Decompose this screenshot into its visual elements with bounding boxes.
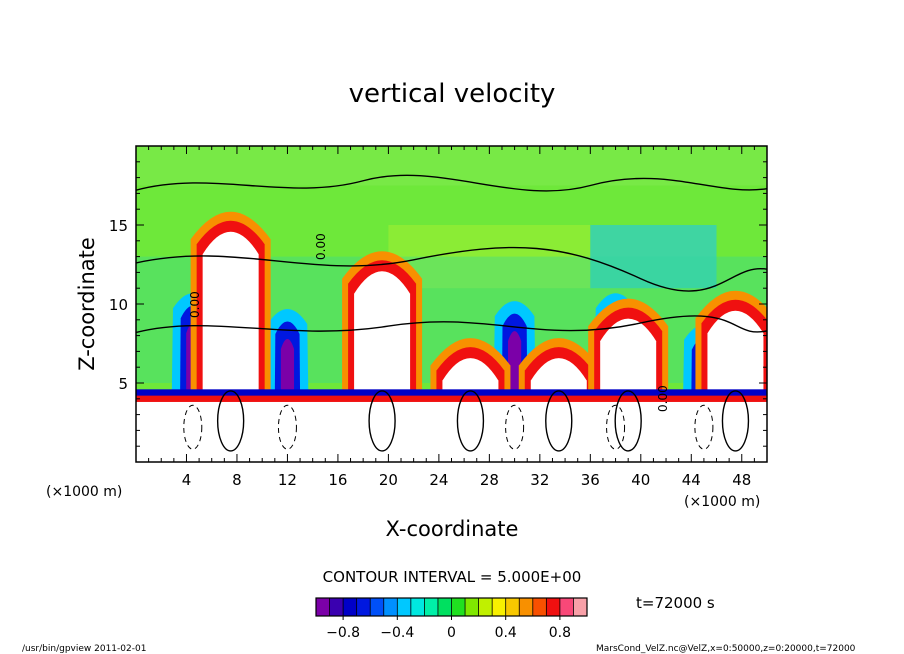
footer-right: MarsCond_VelZ.nc@VelZ,x=0:50000,z=0:2000… xyxy=(596,644,856,654)
colorbar-swatch xyxy=(451,598,466,616)
x-tick-label: 16 xyxy=(328,471,347,489)
lower-layer-core xyxy=(136,401,767,462)
contour-interval-text: CONTOUR INTERVAL = 5.000E+00 xyxy=(323,568,582,586)
y-axis-unit: (×1000 m) xyxy=(46,484,122,500)
colorbar-swatch xyxy=(424,598,439,616)
x-tick-label: 36 xyxy=(581,471,600,489)
colorbar-swatch xyxy=(573,598,588,616)
contour-lines xyxy=(136,174,767,452)
footer-left: /usr/bin/gpview 2011-02-01 xyxy=(22,644,146,654)
field-band xyxy=(388,225,591,289)
colorbar-swatch xyxy=(397,598,412,616)
y-tick-label: 5 xyxy=(118,375,128,393)
colorbar-tick-label: −0.8 xyxy=(326,625,360,641)
colorbar-swatch xyxy=(478,598,493,616)
colorbar-swatch xyxy=(437,598,452,616)
colorbar-swatch xyxy=(505,598,520,616)
contour-negative xyxy=(694,404,714,450)
colorbar-swatch xyxy=(559,598,574,616)
colorbar-swatch xyxy=(356,598,371,616)
plot-area xyxy=(136,146,767,462)
colorbar-swatch xyxy=(329,598,344,616)
contour-negative xyxy=(606,404,626,450)
contour-positive xyxy=(614,390,642,452)
time-label: t=72000 s xyxy=(636,594,715,612)
y-axis-label: Z-coordinate xyxy=(75,237,99,371)
contour-positive xyxy=(216,390,245,452)
x-tick-label: 28 xyxy=(480,471,499,489)
x-tick-label: 44 xyxy=(682,471,701,489)
colorbar-swatch xyxy=(410,598,425,616)
colorbar-swatch xyxy=(383,598,398,616)
colorbar-swatch xyxy=(316,598,330,616)
colorbar-swatch xyxy=(465,598,479,616)
x-axis-ticks: 4 8 12 16 20 24 28 32 36 40 44 48 xyxy=(148,146,755,489)
x-tick-label: 40 xyxy=(631,471,650,489)
colorbar-swatch xyxy=(492,598,507,616)
chart-title: vertical velocity xyxy=(349,79,556,109)
contour-line-zero xyxy=(136,315,767,334)
contour-line-zero xyxy=(136,246,767,292)
colorbar-tick-label: 0.8 xyxy=(549,625,571,641)
x-tick-label: 4 xyxy=(182,471,192,489)
x-tick-label: 12 xyxy=(278,471,297,489)
colorbar-swatch xyxy=(519,598,534,616)
colorbar-swatch xyxy=(343,598,358,616)
x-tick-label: 8 xyxy=(232,471,242,489)
colorbar-tick-label: 0.4 xyxy=(495,625,517,641)
contour-positive xyxy=(368,390,396,452)
contour-label: 0.00 xyxy=(188,291,202,318)
y-axis-ticks: 5 10 15 xyxy=(109,161,767,447)
y-tick-label: 10 xyxy=(109,296,128,314)
contour-negative xyxy=(505,404,525,450)
contour-positive xyxy=(721,390,750,452)
colorbar-swatch xyxy=(532,598,547,616)
contour-positive xyxy=(545,390,573,452)
colorbar-swatch xyxy=(546,598,561,616)
contour-label: 0.00 xyxy=(314,233,328,260)
colorbar-tick-label: 0 xyxy=(447,625,456,641)
y-tick-label: 15 xyxy=(109,217,128,235)
x-axis-label: X-coordinate xyxy=(386,517,519,541)
contour-label: 0.00 xyxy=(656,385,670,412)
contour-positive xyxy=(456,390,485,452)
contour-labels: 0.00 0.00 0.00 xyxy=(188,233,670,412)
x-tick-label: 32 xyxy=(530,471,549,489)
contour-negative xyxy=(183,404,203,450)
field-band xyxy=(590,225,717,289)
x-tick-label: 24 xyxy=(429,471,448,489)
colorbar xyxy=(315,597,588,617)
contour-line-zero xyxy=(136,174,767,192)
colorbar-tick-label: −0.4 xyxy=(380,625,414,641)
x-tick-label: 20 xyxy=(379,471,398,489)
x-axis-unit: (×1000 m) xyxy=(684,494,760,510)
colorbar-swatch xyxy=(370,598,385,616)
colorbar-ticks: −0.8 −0.4 0 0.4 0.8 xyxy=(326,616,571,641)
contour-negative xyxy=(277,404,297,450)
x-tick-label: 48 xyxy=(732,471,751,489)
